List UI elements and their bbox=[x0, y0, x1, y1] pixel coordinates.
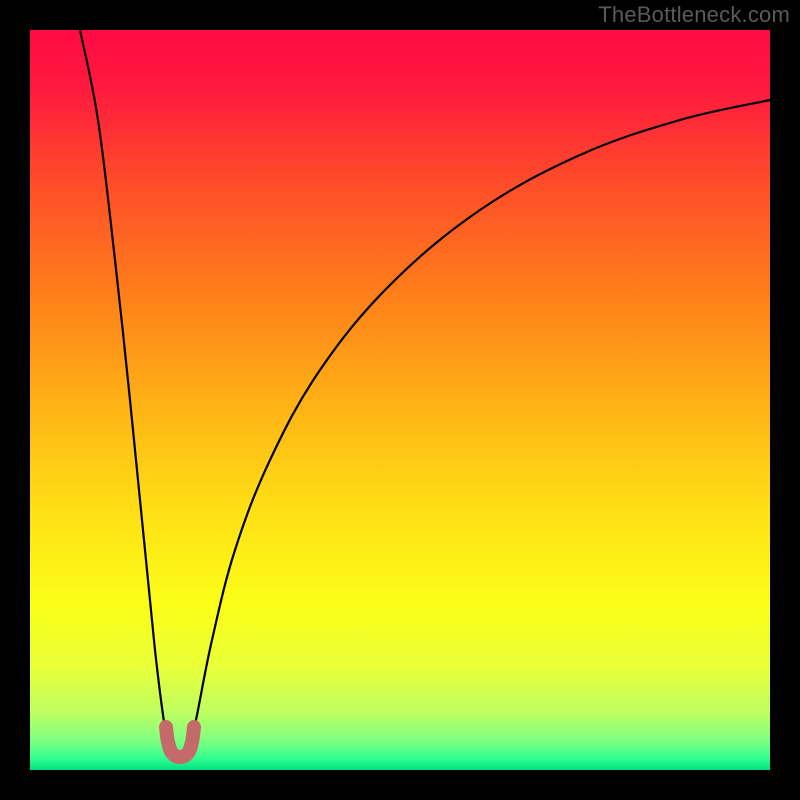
chart-svg bbox=[0, 0, 800, 800]
chart-container: TheBottleneck.com bbox=[0, 0, 800, 800]
watermark-text: TheBottleneck.com bbox=[598, 2, 790, 28]
plot-background bbox=[30, 30, 770, 770]
